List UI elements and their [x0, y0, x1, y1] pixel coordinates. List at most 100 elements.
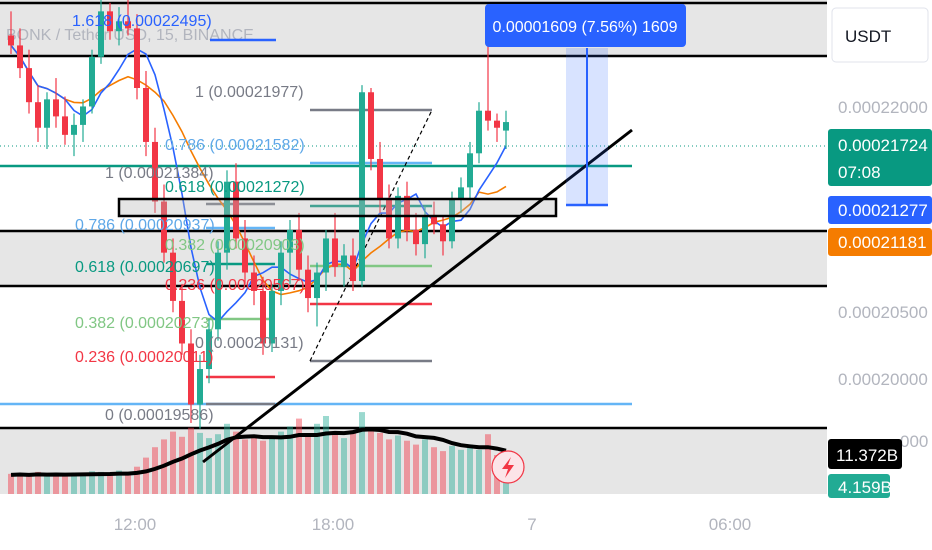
candle-body — [134, 28, 140, 88]
candle — [323, 229, 329, 291]
candle-body — [431, 215, 437, 225]
candle — [8, 11, 14, 54]
volume-bar — [296, 418, 302, 494]
candle — [161, 184, 167, 263]
candle-body — [125, 21, 131, 29]
candle — [278, 241, 284, 306]
candle-body — [341, 255, 347, 267]
volume-bar — [350, 430, 356, 494]
candle-body — [116, 21, 122, 32]
candle-body — [305, 269, 311, 299]
candle — [494, 113, 500, 142]
symbol-header: BONK / Tether USD, 15, BINANCE — [6, 27, 254, 44]
fib-level-label: 0 (0.00019586) — [105, 407, 214, 424]
volume-bar — [89, 471, 95, 494]
currency-button-label[interactable]: USDT — [845, 27, 891, 46]
lightning-alert-icon[interactable] — [491, 450, 525, 484]
time-tick-label-1: 12:00 — [114, 515, 157, 534]
candle-body — [197, 369, 203, 405]
volume-ma-line — [10, 427, 507, 477]
time-tick-label-3: 7 — [527, 515, 536, 534]
volume-bar — [116, 470, 122, 494]
candle — [314, 262, 320, 327]
volume-bar — [287, 426, 293, 494]
volume-bar — [260, 440, 266, 494]
candle-body — [287, 229, 293, 253]
volume-bar — [233, 431, 239, 494]
candle — [332, 212, 338, 277]
volume-bar — [476, 449, 482, 494]
volume-bar — [71, 472, 77, 494]
candle-body — [440, 224, 446, 242]
candle-body — [62, 116, 68, 135]
fib-level-label: 0.618 (0.00020697) — [75, 259, 215, 276]
candle-body — [269, 290, 275, 344]
volume-bar — [269, 436, 275, 494]
candle — [17, 28, 23, 79]
measure-label: 0.00001609 (7.56%) 1609 — [492, 19, 677, 36]
candle-body — [458, 187, 464, 199]
time-tick-label-4: 06:00 — [709, 515, 752, 534]
volume-bar — [206, 438, 212, 494]
countdown-label: 07:08 — [838, 163, 881, 182]
candle-body — [80, 106, 86, 125]
candle — [53, 78, 59, 128]
candles — [8, 0, 509, 429]
volume-bar — [224, 423, 230, 494]
candle-body — [332, 238, 338, 267]
candle — [134, 14, 140, 100]
volume-bar — [368, 427, 374, 494]
candle-body — [17, 45, 23, 69]
volume-bar — [440, 451, 446, 494]
volume-bar — [449, 445, 455, 494]
candle — [188, 329, 194, 423]
fib-level-label: 1 (0.00021384) — [105, 165, 214, 182]
candle — [98, 0, 104, 64]
price-tick-label-2: 0.00020500 — [838, 303, 928, 322]
fib-level-label: 0.382 (0.00020273) — [75, 315, 215, 332]
candle — [422, 205, 428, 259]
candle-body — [152, 141, 158, 202]
volume-bar — [125, 471, 131, 494]
volume-bar — [278, 431, 284, 494]
ma-fast-label: 0.00021277 — [838, 201, 928, 220]
volume-bar — [44, 474, 50, 494]
rising-trendline[interactable] — [202, 128, 633, 464]
volume-bar — [323, 416, 329, 494]
candle — [143, 70, 149, 157]
candle-body — [170, 252, 176, 301]
candle — [377, 141, 383, 213]
ma-slow-tag — [828, 228, 932, 256]
candle-body — [8, 35, 14, 46]
candle — [467, 141, 473, 199]
volume-ma-label: 11.372B — [836, 446, 898, 465]
candle — [476, 102, 482, 164]
candle-body — [107, 11, 113, 32]
fib-level-label: 1 (0.00021977) — [195, 84, 304, 101]
candle — [107, 2, 113, 40]
candle-body — [485, 110, 491, 121]
volume-bar — [386, 439, 392, 494]
price-tick-label-3: 0.00020000 — [838, 370, 928, 389]
ma-fast-tag — [828, 196, 932, 224]
last-price-label: 0.00021724 — [838, 136, 928, 155]
volume-bar — [422, 439, 428, 494]
candle — [350, 238, 356, 291]
volume-last-label: 4.159B — [838, 478, 892, 497]
fib-level-label: 0 (0.00020131) — [195, 335, 304, 352]
candle — [71, 113, 77, 157]
candle-body — [251, 272, 257, 291]
candle — [242, 220, 248, 284]
candle-body — [296, 229, 302, 270]
consolidation-box[interactable] — [117, 197, 558, 218]
volume-bars — [8, 412, 509, 494]
fib-level-label: 0.382 (0.00020903) — [165, 237, 305, 254]
fib-level-label: 0.786 (0.00021582) — [165, 137, 305, 154]
volume-bar — [341, 438, 347, 494]
candle-body — [323, 238, 329, 273]
currency-button-box[interactable] — [831, 7, 929, 63]
candle-body — [44, 99, 50, 128]
candle-body — [215, 252, 221, 330]
